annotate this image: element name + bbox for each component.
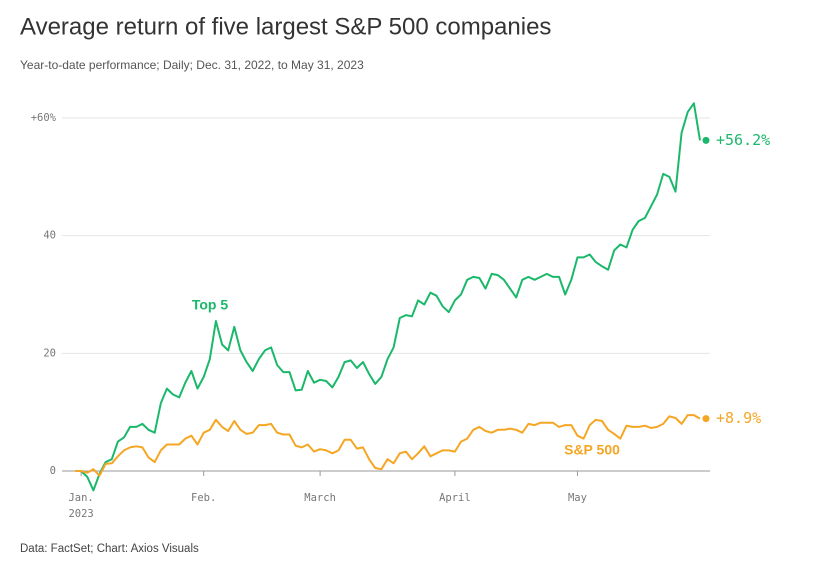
source-note: Data: FactSet; Chart: Axios Visuals (20, 543, 199, 555)
series-line (75, 102, 701, 492)
x-tick-label: Feb. (191, 492, 216, 504)
y-tick-label: 20 (43, 347, 56, 359)
end-label: +8.9% (716, 409, 761, 427)
x-year-label: 2023 (68, 508, 93, 520)
chart-title: Average return of five largest S&P 500 c… (20, 13, 551, 40)
y-tick-label: 40 (43, 230, 56, 242)
x-tick-label: March (304, 492, 336, 504)
y-tick-label: 0 (50, 465, 56, 477)
x-tick-label: Jan. (68, 492, 93, 504)
end-label: +56.2% (716, 131, 770, 149)
end-point (702, 136, 710, 144)
series-line (75, 414, 701, 477)
y-tick-label: +60% (31, 112, 57, 124)
x-tick-label: May (568, 492, 587, 504)
series-label: S&P 500 (564, 442, 620, 458)
series-label: Top 5 (192, 297, 229, 313)
end-point (702, 415, 710, 423)
x-tick-label: April (439, 492, 471, 504)
chart-subtitle: Year-to-date performance; Daily; Dec. 31… (20, 58, 364, 72)
